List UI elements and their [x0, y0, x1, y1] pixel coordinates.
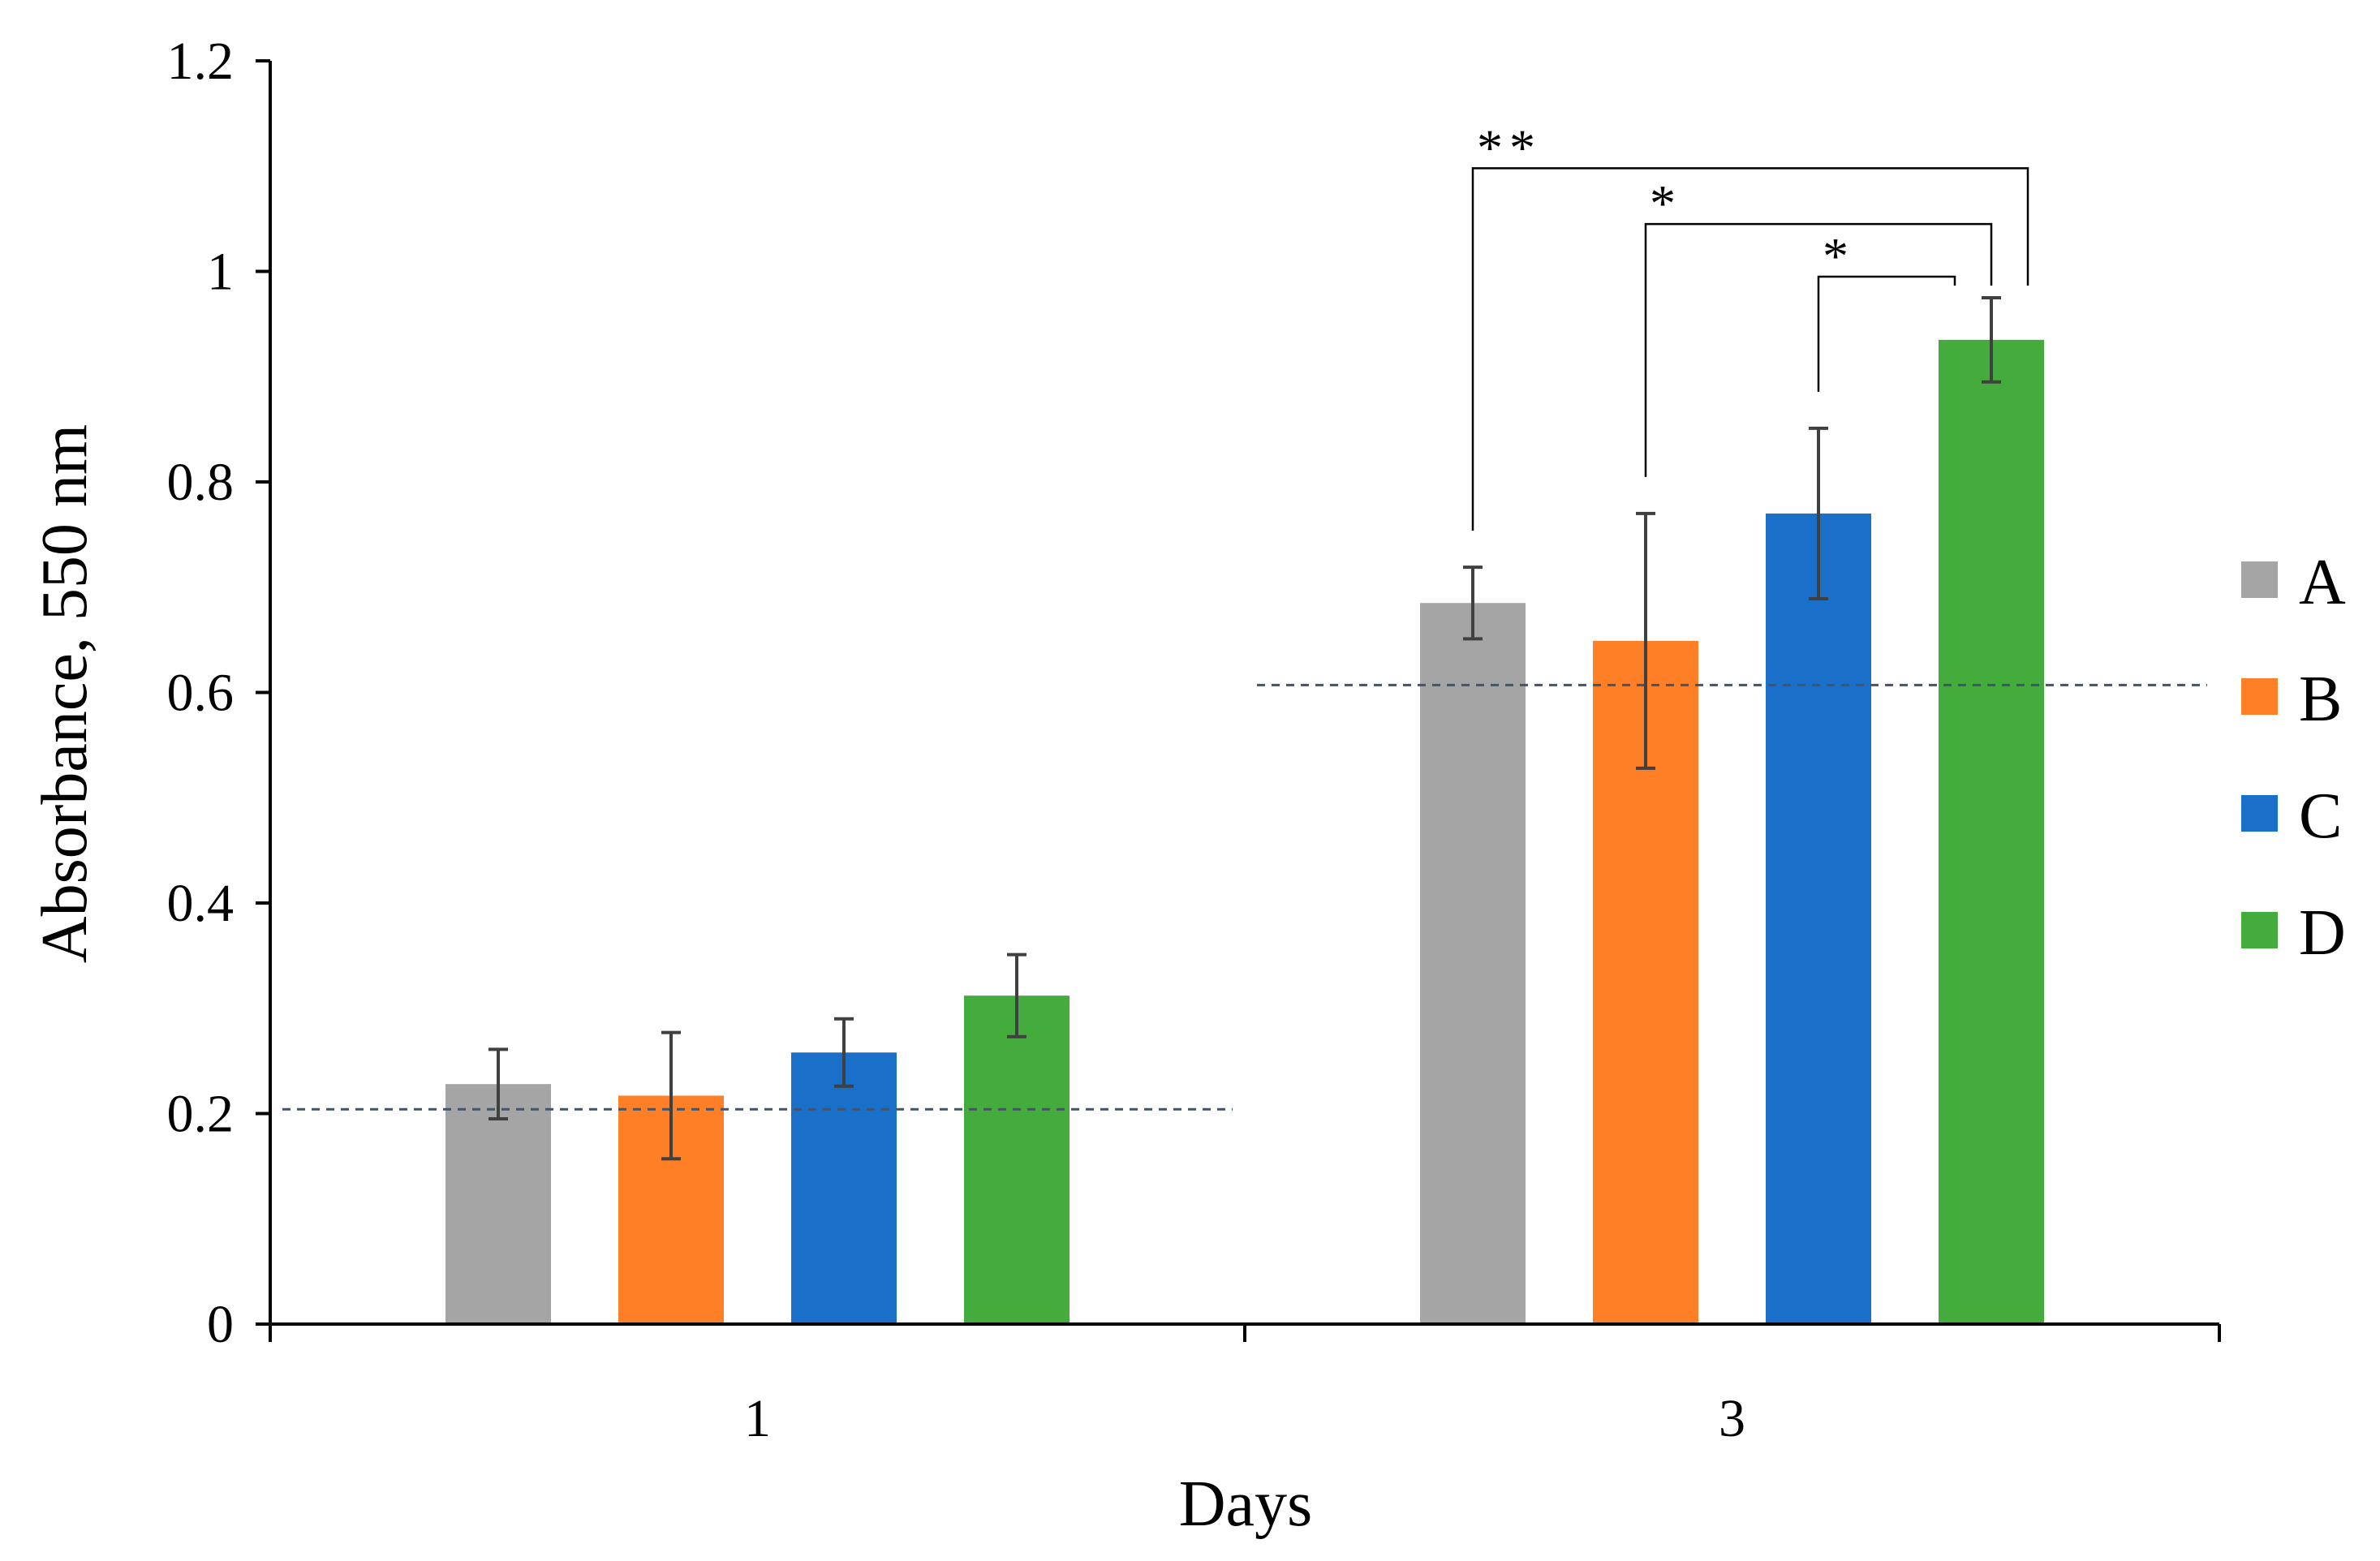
x-tick-label: 3 [1719, 1389, 1745, 1448]
reference-lines [282, 683, 2207, 1111]
bar [1766, 513, 1871, 1324]
bars [445, 339, 2044, 1324]
significance-bracket [1644, 222, 1993, 477]
legend-label: B [2299, 664, 2342, 735]
y-axis-title: Absorbance, 550 nm [29, 424, 101, 963]
y-tick-label: 0.6 [167, 664, 235, 723]
significance-label: ** [1477, 118, 1542, 176]
legend-label: D [2299, 897, 2346, 969]
y-tick-label: 0 [207, 1295, 234, 1354]
bar [791, 1052, 897, 1324]
bar [1939, 339, 2044, 1324]
significance-label: * [1823, 227, 1855, 285]
y-tick-label: 0.4 [167, 874, 235, 933]
legend-swatch [2241, 912, 2278, 948]
significance-bracket [1817, 275, 1956, 392]
legend-swatch [2241, 561, 2278, 598]
legend-swatch [2241, 795, 2278, 832]
y-tick-label: 1.2 [167, 32, 235, 91]
x-axis-title: Days [1179, 1469, 1312, 1540]
bar [445, 1084, 551, 1324]
bar [964, 996, 1069, 1324]
y-ticks: 0 0.2 0.4 0.6 0.8 1 1.2 [167, 32, 270, 1354]
x-tick-label: 1 [744, 1389, 771, 1448]
bar [1420, 603, 1526, 1324]
y-tick-label: 1 [207, 243, 234, 302]
significance-brackets: **** [1471, 118, 2029, 531]
y-tick-label: 0.8 [167, 453, 235, 512]
error-bars [488, 295, 2001, 1161]
legend-label: C [2299, 780, 2342, 852]
significance-bracket [1471, 167, 2029, 531]
legend-swatch [2241, 678, 2278, 715]
axes [269, 61, 2219, 1326]
significance-label: * [1650, 174, 1682, 232]
legend-label: A [2299, 547, 2346, 618]
y-tick-label: 0.2 [167, 1085, 235, 1144]
